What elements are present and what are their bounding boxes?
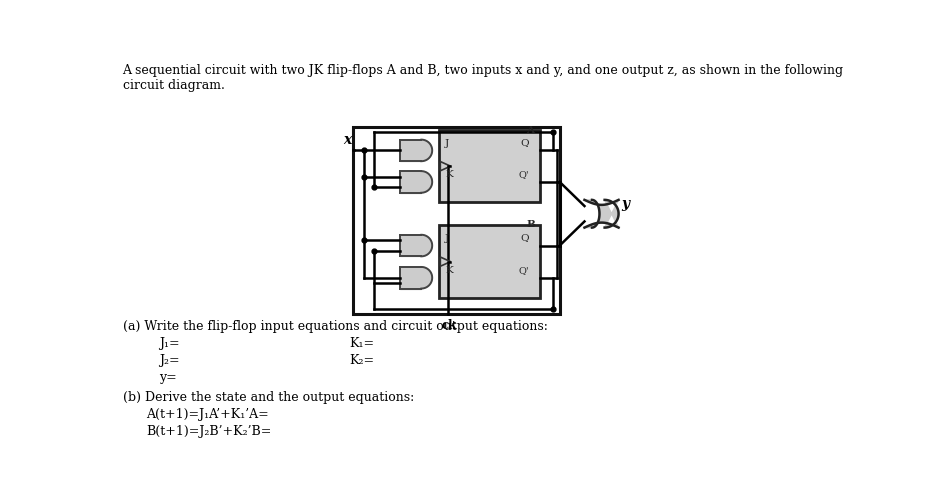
Polygon shape xyxy=(400,171,422,193)
Text: B(t+1)=J₂B’+K₂’B=: B(t+1)=J₂B’+K₂’B= xyxy=(146,425,271,437)
Polygon shape xyxy=(440,162,451,171)
Polygon shape xyxy=(400,140,422,161)
Text: J: J xyxy=(445,139,450,148)
Text: Q': Q' xyxy=(519,170,529,179)
Text: K₂=: K₂= xyxy=(349,354,374,367)
Text: Q': Q' xyxy=(519,266,529,275)
Text: J₁=: J₁= xyxy=(159,337,180,350)
Text: K₁=: K₁= xyxy=(349,337,374,350)
Text: (b) Derive the state and the output equations:: (b) Derive the state and the output equa… xyxy=(123,391,413,404)
Text: J: J xyxy=(445,234,450,243)
Text: B: B xyxy=(526,220,535,229)
Polygon shape xyxy=(422,235,432,256)
Text: ck: ck xyxy=(442,319,457,332)
Polygon shape xyxy=(400,235,422,256)
Text: A sequential circuit with two JK flip-flops A and B, two inputs x and y, and one: A sequential circuit with two JK flip-fl… xyxy=(123,64,843,92)
Text: K: K xyxy=(445,266,452,275)
Text: y: y xyxy=(622,196,629,211)
Polygon shape xyxy=(422,171,432,193)
Bar xyxy=(439,130,540,202)
Polygon shape xyxy=(585,200,618,228)
Text: y=: y= xyxy=(159,371,177,383)
Text: x: x xyxy=(344,133,352,147)
Text: K: K xyxy=(445,170,452,179)
Polygon shape xyxy=(422,140,432,161)
Text: J₂=: J₂= xyxy=(159,354,180,367)
Text: A(t+1)=J₁A’+K₁’A=: A(t+1)=J₁A’+K₁’A= xyxy=(146,408,268,421)
Text: Q: Q xyxy=(520,138,529,147)
Text: Q: Q xyxy=(520,233,529,242)
Text: (a) Write the flip-flop input equations and circuit output equations:: (a) Write the flip-flop input equations … xyxy=(123,320,547,333)
Polygon shape xyxy=(400,267,422,289)
Polygon shape xyxy=(422,267,432,289)
Bar xyxy=(353,127,560,313)
Text: A: A xyxy=(526,125,534,135)
Polygon shape xyxy=(440,257,451,266)
Bar xyxy=(439,225,540,298)
